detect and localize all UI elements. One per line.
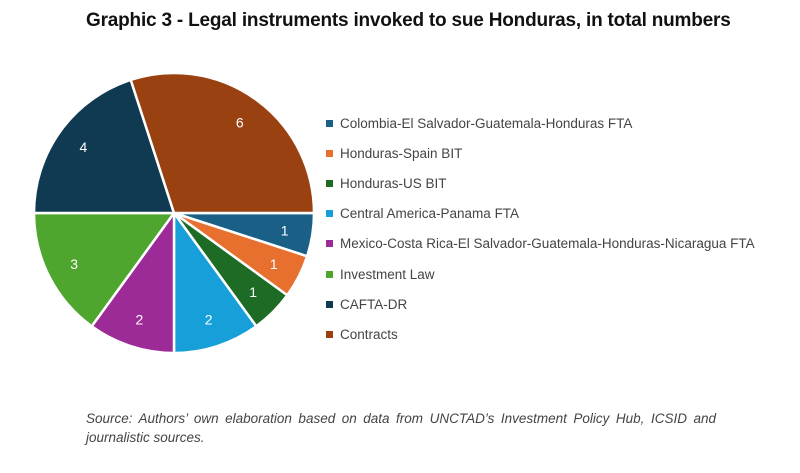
data-label: 2 xyxy=(205,312,213,328)
pie-slice xyxy=(89,209,176,355)
data-label: 2 xyxy=(135,312,143,328)
data-label: 1 xyxy=(281,223,289,239)
data-label: 6 xyxy=(236,114,244,130)
legend-item: CAFTA-DR xyxy=(326,289,755,319)
legend-swatch xyxy=(326,330,333,338)
legend-swatch xyxy=(326,179,333,187)
pie-slice xyxy=(32,78,176,215)
legend-label: Honduras-Spain BIT xyxy=(340,145,463,161)
legend-label: Colombia-El Salvador-Guatemala-Honduras … xyxy=(340,115,633,131)
legend-swatch xyxy=(326,270,333,278)
legend-item: Honduras-Spain BIT xyxy=(326,138,755,168)
data-label: 4 xyxy=(79,139,87,155)
legend-swatch xyxy=(326,240,333,248)
legend-item: Honduras-US BIT xyxy=(326,168,755,198)
legend-label: Contracts xyxy=(340,326,398,342)
legend-swatch xyxy=(326,300,333,308)
legend-label: Honduras-US BIT xyxy=(340,175,447,191)
legend-swatch xyxy=(326,210,333,218)
legend-label: Investment Law xyxy=(340,266,435,282)
legend-item: Central America-Panama FTA xyxy=(326,199,755,229)
legend-label: Central America-Panama FTA xyxy=(340,206,520,222)
legend-item: Investment Law xyxy=(326,259,755,289)
legend-label: Mexico-Costa Rica-El Salvador-Guatemala-… xyxy=(340,236,755,252)
legend-item: Colombia-El Salvador-Guatemala-Honduras … xyxy=(326,108,755,138)
legend-swatch xyxy=(326,149,333,157)
source-note: Source: Authors’ own elaboration based o… xyxy=(86,411,716,445)
legend-label: CAFTA-DR xyxy=(340,296,408,312)
data-label: 1 xyxy=(249,284,257,300)
legend-item: Mexico-Costa Rica-El Salvador-Guatemala-… xyxy=(326,229,755,259)
legend: Colombia-El Salvador-Guatemala-Honduras … xyxy=(326,108,755,350)
pie-slice xyxy=(32,211,177,329)
data-label: 1 xyxy=(270,256,278,272)
chart-title: Graphic 3 - Legal instruments invoked to… xyxy=(86,10,731,31)
legend-item: Contracts xyxy=(326,319,755,349)
pie-slice xyxy=(172,209,259,355)
legend-swatch xyxy=(326,119,333,127)
data-label: 3 xyxy=(70,256,78,272)
pie-slice xyxy=(129,71,316,215)
